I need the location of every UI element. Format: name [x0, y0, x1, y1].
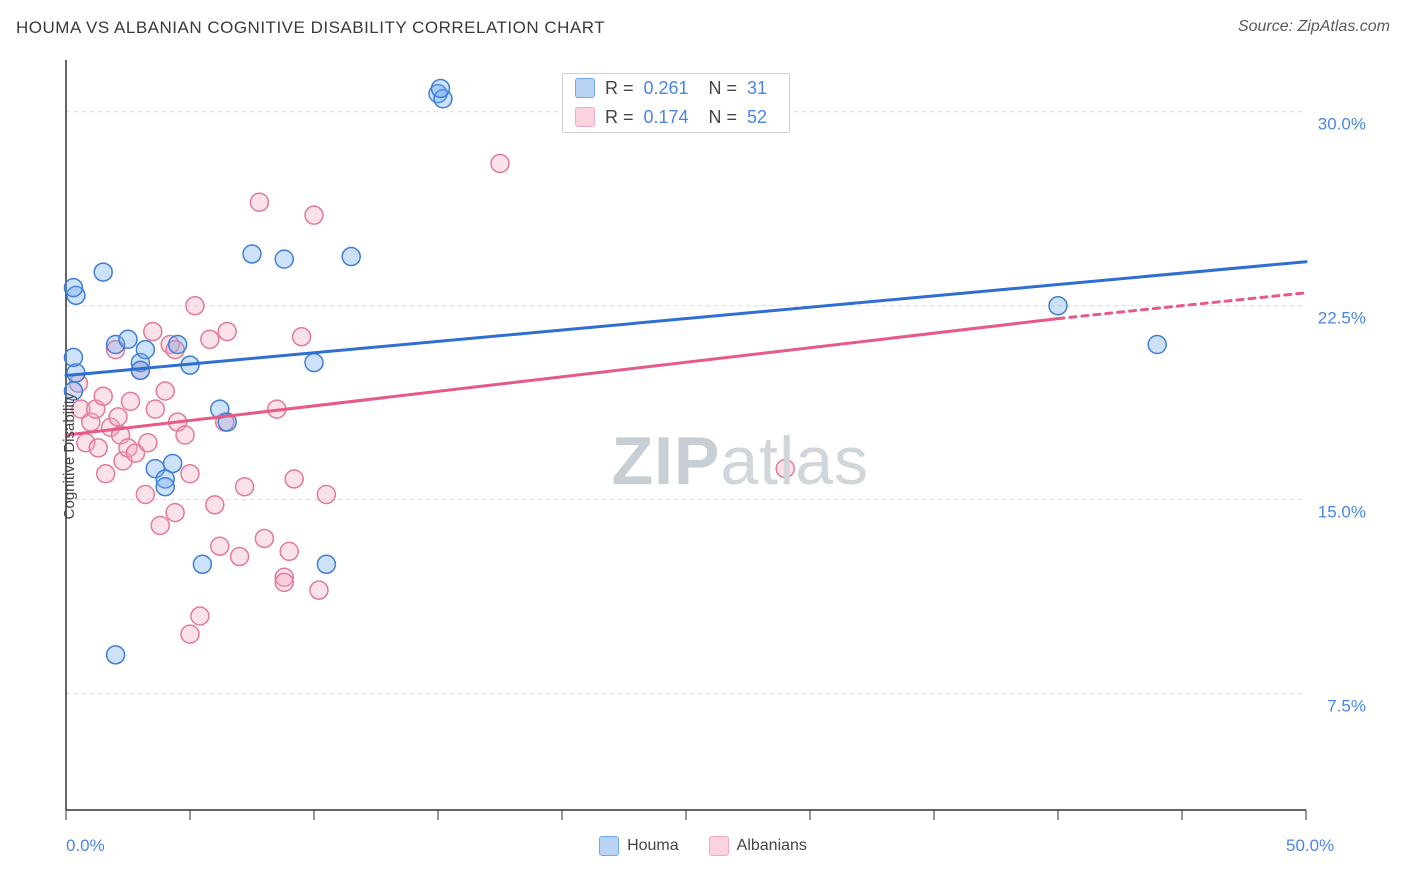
legend-swatch — [709, 836, 729, 856]
legend-stats: R = 0.261 N = 31 R = 0.174 N = 52 — [562, 73, 790, 133]
source-label: Source: ZipAtlas.com — [1238, 18, 1390, 36]
svg-text:22.5%: 22.5% — [1318, 309, 1366, 328]
scatter-plot: 7.5% 15.0% 22.5% 30.0% — [16, 50, 1390, 862]
legend-label: Albanians — [737, 837, 807, 855]
legend-stat-row: R = 0.174 N = 52 — [563, 103, 789, 132]
legend-stat-row: R = 0.261 N = 31 — [563, 74, 789, 103]
y-axis-label: Cognitive Disability — [61, 393, 78, 520]
svg-text:30.0%: 30.0% — [1318, 115, 1366, 134]
r-value: 0.261 — [644, 78, 699, 99]
legend-label: Houma — [627, 837, 679, 855]
n-value: 31 — [747, 78, 777, 99]
n-value: 52 — [747, 107, 777, 128]
r-label: R = — [605, 107, 634, 128]
legend-item: Houma — [599, 836, 679, 856]
legend-swatch — [575, 78, 595, 98]
legend-item: Albanians — [709, 836, 807, 856]
chart-title: HOUMA VS ALBANIAN COGNITIVE DISABILITY C… — [16, 18, 605, 38]
r-value: 0.174 — [644, 107, 699, 128]
legend-bottom: Houma Albanians — [16, 836, 1390, 856]
legend-swatch — [575, 107, 595, 127]
chart-container: Cognitive Disability 7.5% 15.0% 22.5% 30.0%… — [16, 50, 1390, 862]
x-axis-max-label: 50.0% — [1286, 836, 1334, 856]
svg-text:7.5%: 7.5% — [1327, 697, 1366, 716]
r-label: R = — [605, 78, 634, 99]
x-axis-min-label: 0.0% — [66, 836, 105, 856]
n-label: N = — [709, 78, 738, 99]
legend-swatch — [599, 836, 619, 856]
svg-text:15.0%: 15.0% — [1318, 503, 1366, 522]
n-label: N = — [709, 107, 738, 128]
